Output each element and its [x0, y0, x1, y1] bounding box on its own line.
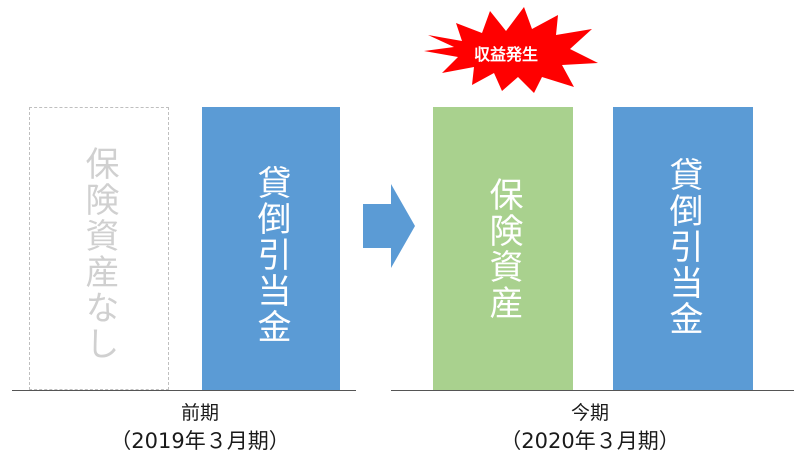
previous-insurance-asset-placeholder: 保険資産なし: [29, 107, 169, 390]
transition-arrow-icon: [363, 184, 415, 268]
previous-insurance-asset-text: 保険資産なし: [79, 146, 119, 362]
current-allowance-text: 貸倒引当金: [663, 157, 703, 337]
revenue-burst-icon: [424, 7, 598, 93]
previous-period-label: 前期 （2019年３月期）: [80, 400, 320, 456]
current-period-title: 今期: [570, 402, 609, 424]
current-allowance-box: 貸倒引当金: [613, 107, 753, 390]
current-insurance-asset-box: 保険資産: [433, 107, 573, 390]
previous-period-title: 前期: [180, 402, 219, 424]
current-period-label: 今期 （2020年３月期）: [460, 400, 720, 456]
current-period-date: （2020年３月期）: [500, 428, 680, 453]
previous-period-date: （2019年３月期）: [110, 428, 290, 453]
previous-allowance-text: 貸倒引当金: [251, 165, 291, 345]
current-baseline: [391, 390, 794, 391]
current-insurance-asset-text: 保険資産: [483, 177, 523, 321]
previous-baseline: [12, 390, 356, 391]
previous-allowance-box: 貸倒引当金: [202, 107, 340, 390]
revenue-burst-label: 収益発生: [473, 45, 538, 64]
